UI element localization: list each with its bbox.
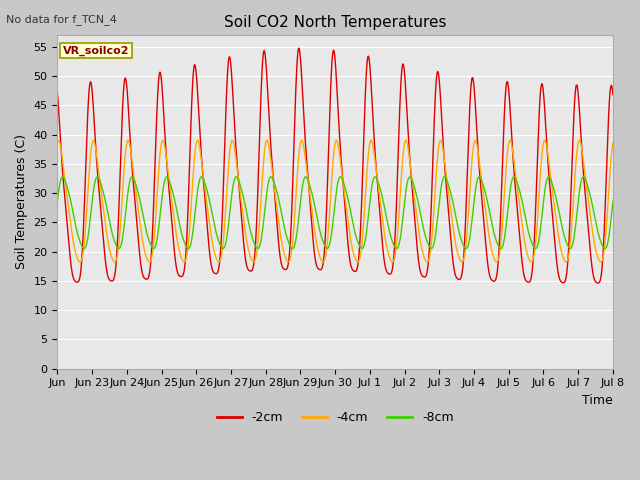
Line: -8cm: -8cm (58, 177, 613, 249)
-4cm (489, 252, 497, 257)
Y-axis label: Soil Temperatures (C): Soil Temperatures (C) (15, 134, 28, 269)
-4cm (481, 199, 488, 205)
-2cm (489, 278, 497, 284)
-4cm (424, 258, 432, 264)
-4cm (609, 140, 617, 146)
-2cm (424, 263, 432, 269)
Text: VR_soilco2: VR_soilco2 (63, 45, 129, 56)
Line: -4cm: -4cm (58, 140, 613, 262)
-8cm (413, 193, 420, 199)
-8cm (481, 186, 488, 192)
-8cm (149, 246, 157, 252)
-2cm (464, 147, 472, 153)
-8cm (609, 199, 617, 204)
Line: -2cm: -2cm (58, 48, 613, 283)
-8cm (424, 241, 432, 247)
-2cm (413, 241, 420, 247)
Text: No data for f_TCN_4: No data for f_TCN_4 (6, 14, 117, 25)
-8cm (54, 199, 61, 204)
Legend: -2cm, -4cm, -8cm: -2cm, -4cm, -8cm (212, 406, 459, 429)
-2cm (295, 45, 303, 51)
-2cm (594, 280, 602, 286)
-4cm (149, 246, 157, 252)
-8cm (545, 174, 552, 180)
-4cm (180, 259, 188, 265)
-4cm (159, 137, 166, 143)
-2cm (54, 90, 61, 96)
-2cm (609, 92, 617, 97)
-8cm (81, 246, 88, 252)
-4cm (413, 215, 421, 220)
-4cm (54, 140, 61, 146)
-2cm (149, 216, 157, 222)
-4cm (465, 214, 472, 219)
Title: Soil CO2 North Temperatures: Soil CO2 North Temperatures (224, 15, 447, 30)
-2cm (481, 224, 488, 229)
-8cm (489, 224, 497, 229)
X-axis label: Time: Time (582, 394, 613, 407)
-8cm (464, 243, 472, 249)
